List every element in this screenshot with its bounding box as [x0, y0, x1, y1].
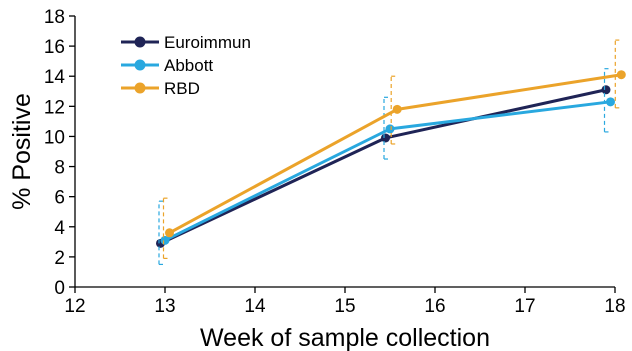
- x-tick-label: 13: [154, 296, 175, 317]
- series-line: [164, 100, 611, 242]
- x-ticks: 12 13 14 15 16 17 18: [64, 287, 626, 317]
- data-point: [392, 104, 402, 114]
- y-tick-label: 4: [54, 218, 65, 239]
- series-rbd: [162, 39, 626, 259]
- y-tick-label: 10: [44, 127, 65, 148]
- data-point: [381, 133, 390, 143]
- legend-marker: [134, 59, 146, 71]
- y-tick-label: 6: [54, 188, 65, 209]
- y-ticks: 0 2 4 6 8 10 12 14 16 18: [44, 7, 75, 299]
- x-tick-label: 17: [514, 296, 535, 317]
- legend-item-abbott: Abbott: [121, 56, 213, 75]
- series-euroimmun: [156, 85, 611, 248]
- series-group: [156, 39, 626, 266]
- y-tick-label: 12: [44, 97, 65, 118]
- y-tick-label: 2: [54, 248, 65, 269]
- legend-marker: [134, 82, 146, 94]
- legend-item-euroimmun: Euroimmun: [121, 33, 251, 52]
- y-tick-label: 14: [44, 67, 66, 88]
- data-point: [606, 97, 615, 107]
- x-tick-label: 14: [244, 296, 266, 317]
- y-tick-label: 8: [54, 158, 65, 179]
- legend: Euroimmun Abbott RBD: [121, 33, 251, 98]
- x-tick-label: 18: [604, 296, 625, 317]
- x-axis-title: Week of sample collection: [200, 324, 490, 351]
- legend-label: Abbott: [164, 56, 213, 75]
- y-tick-label: 18: [44, 7, 65, 28]
- legend-label: RBD: [164, 79, 200, 98]
- data-point: [160, 235, 170, 245]
- series-abbott: [158, 68, 615, 266]
- legend-item-rbd: RBD: [121, 79, 200, 98]
- y-axis-title: % Positive: [8, 93, 36, 210]
- legend-label: Euroimmun: [164, 33, 251, 52]
- y-tick-label: 0: [54, 278, 65, 299]
- data-point: [616, 70, 626, 80]
- data-point: [601, 85, 611, 95]
- x-tick-label: 12: [64, 296, 85, 317]
- x-tick-label: 15: [334, 296, 355, 317]
- series-line: [168, 73, 622, 235]
- legend-marker: [134, 36, 146, 48]
- axes: 12 13 14 15 16 17 18 0 2 4 6 8 10 12 14 16 18: [44, 7, 626, 317]
- series-line: [159, 88, 607, 245]
- data-point: [165, 228, 174, 238]
- data-point: [385, 124, 395, 134]
- y-tick-label: 16: [44, 37, 65, 58]
- x-tick-label: 16: [424, 296, 445, 317]
